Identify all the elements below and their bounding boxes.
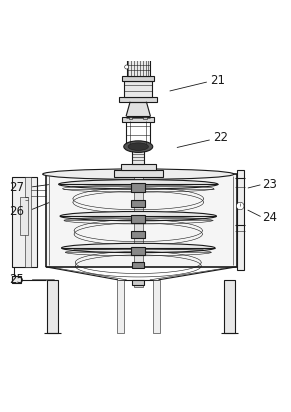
Ellipse shape bbox=[125, 65, 129, 69]
Bar bbox=[131, 183, 145, 192]
Ellipse shape bbox=[43, 169, 234, 179]
Bar bbox=[131, 246, 145, 255]
Text: 26: 26 bbox=[9, 205, 24, 218]
Bar bbox=[12, 276, 21, 283]
Bar bbox=[121, 164, 156, 170]
Polygon shape bbox=[46, 174, 237, 267]
Bar bbox=[127, 57, 150, 76]
Polygon shape bbox=[126, 102, 150, 116]
Bar bbox=[153, 280, 160, 333]
Bar bbox=[126, 121, 150, 144]
Text: 22: 22 bbox=[213, 131, 228, 145]
Bar bbox=[131, 200, 145, 206]
Bar bbox=[129, 117, 132, 119]
Bar bbox=[47, 280, 58, 333]
Text: 23: 23 bbox=[262, 178, 278, 191]
Bar bbox=[20, 197, 28, 235]
Bar bbox=[122, 76, 154, 81]
Bar bbox=[122, 117, 154, 122]
Bar bbox=[119, 96, 157, 102]
Bar bbox=[124, 81, 152, 96]
Bar bbox=[131, 215, 145, 223]
Bar bbox=[143, 117, 147, 119]
Bar bbox=[132, 280, 144, 285]
Bar bbox=[114, 170, 163, 177]
Bar bbox=[224, 280, 235, 333]
Text: 24: 24 bbox=[262, 211, 278, 224]
Bar bbox=[132, 147, 144, 164]
Bar bbox=[129, 54, 147, 57]
Bar bbox=[134, 280, 143, 287]
Bar bbox=[136, 51, 141, 54]
Bar bbox=[132, 262, 144, 268]
Bar bbox=[25, 177, 31, 267]
Bar bbox=[134, 141, 143, 268]
Ellipse shape bbox=[124, 141, 153, 152]
Ellipse shape bbox=[237, 202, 244, 210]
Bar bbox=[131, 232, 145, 239]
Bar bbox=[237, 170, 244, 270]
Ellipse shape bbox=[60, 211, 217, 221]
Bar bbox=[116, 280, 124, 333]
Ellipse shape bbox=[58, 180, 218, 189]
Ellipse shape bbox=[61, 243, 215, 253]
Text: 21: 21 bbox=[210, 73, 226, 87]
Text: 25: 25 bbox=[9, 273, 24, 286]
Bar bbox=[12, 177, 37, 267]
Ellipse shape bbox=[128, 143, 148, 150]
Text: 27: 27 bbox=[9, 181, 24, 194]
